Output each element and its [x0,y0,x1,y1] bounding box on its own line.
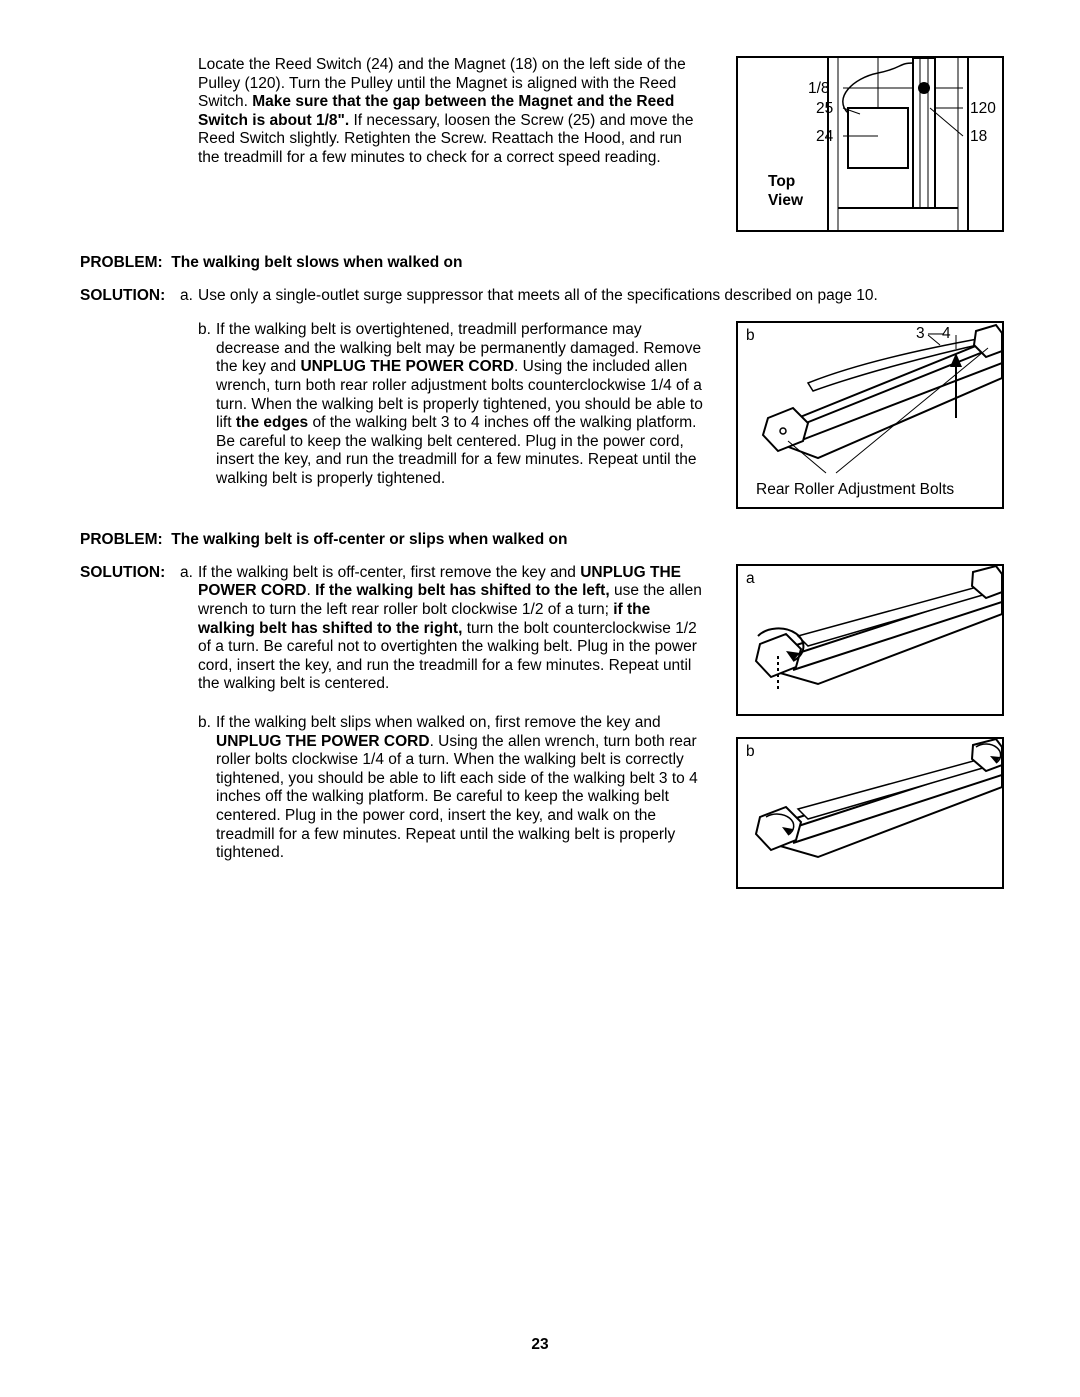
fig2-dim-dash: — [928,325,944,344]
fig1-label-1-8: 1/8 [808,80,830,99]
solution2-label: SOLUTION: [80,564,180,583]
section-reed-switch: Locate the Reed Switch (24) and the Magn… [80,56,1004,232]
problem-text: The walking belt slows when walked on [171,254,462,271]
solution2-b-text: If the walking belt slips when walked on… [216,714,706,863]
fig4-corner: b [746,743,755,762]
section-solution1-b: b. If the walking belt is overtightened,… [80,321,1004,509]
fig2-dim1: 3 [916,325,925,344]
problem-belt-offcenter: PROBLEM: The walking belt is off-center … [80,531,1004,550]
solution1-a: SOLUTION: a. Use only a single-outlet su… [80,287,1004,306]
solution2-a-letter: a. [180,564,198,583]
figure-top-view: 1/8 25 24 120 18 Top View [736,56,1004,232]
problem2-text: The walking belt is off-center or slips … [171,531,567,548]
solution2-a: SOLUTION: a. If the walking belt is off-… [80,564,706,694]
solution1-b-letter: b. [198,321,216,340]
page-number: 23 [0,1336,1080,1355]
fig1-label-24: 24 [816,128,833,147]
figure-belt-offcenter: a [736,564,1004,716]
figure-rear-roller: b 3 4 — Rear Roller Adjustment Bolts [736,321,1004,509]
fig1-label-18: 18 [970,128,987,147]
solution2-a-text: If the walking belt is off-center, first… [198,564,706,694]
fig1-label-25: 25 [816,100,833,119]
fig1-view-label: Top View [768,173,803,210]
solution2-b: b. If the walking belt slips when walked… [198,714,706,863]
solution-label: SOLUTION: [80,287,180,306]
problem-belt-slows: PROBLEM: The walking belt slows when wal… [80,254,1004,273]
solution2-b-letter: b. [198,714,216,733]
reed-switch-paragraph: Locate the Reed Switch (24) and the Magn… [198,56,706,168]
problem-label: PROBLEM: [80,254,163,271]
solution1-b-text: If the walking belt is overtightened, tr… [216,321,706,488]
fig1-label-120: 120 [970,100,996,119]
problem2-label: PROBLEM: [80,531,163,548]
fig2-caption: Rear Roller Adjustment Bolts [756,481,954,500]
fig3-corner: a [746,570,755,589]
section-solution2: SOLUTION: a. If the walking belt is off-… [80,564,1004,889]
fig2-corner: b [746,327,755,346]
figure-belt-slips: b [736,737,1004,889]
manual-page: Locate the Reed Switch (24) and the Magn… [0,0,1080,1397]
solution1-a-text: Use only a single-outlet surge suppresso… [198,287,1004,306]
solution1-b: b. If the walking belt is overtightened,… [198,321,706,488]
solution1-a-letter: a. [180,287,198,306]
